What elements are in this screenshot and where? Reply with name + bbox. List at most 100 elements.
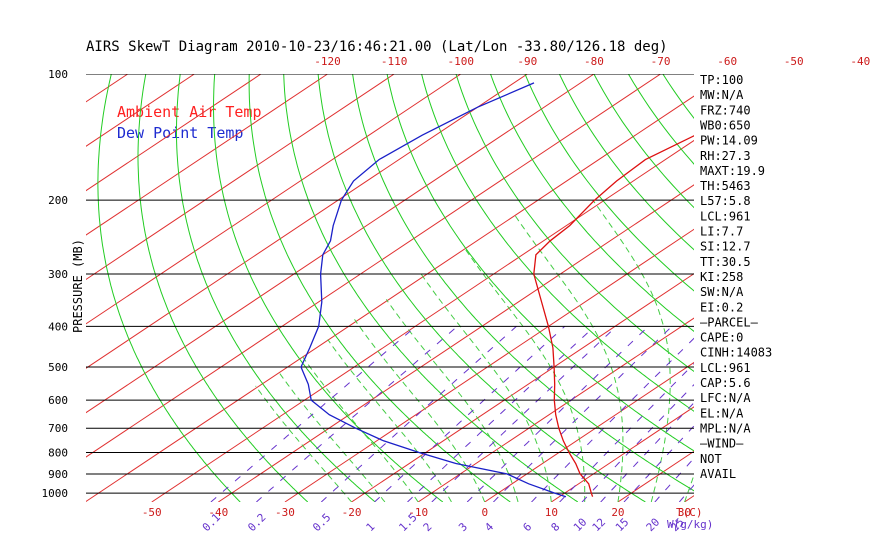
isotherm-line [551, 406, 694, 502]
mixing-ratio-tick-label: 1 [364, 520, 378, 534]
isotherm-line [218, 184, 694, 502]
isotherm-line [86, 74, 195, 147]
pressure-tick-label: 1000 [42, 487, 69, 500]
mixing-ratio-line [493, 325, 673, 502]
dew-point-temp-line [300, 82, 567, 498]
dry-adiabat-line [801, 74, 870, 502]
moist-adiabat-line [785, 200, 870, 502]
top-temp-tick-label: -120 [314, 55, 341, 68]
moist-adiabat-line [278, 372, 386, 502]
isotherm-line [86, 74, 262, 192]
isotherm-line [751, 74, 870, 502]
y-axis-label: PRESSURE (MB) [71, 239, 85, 333]
dry-adiabat-line [248, 74, 511, 502]
stability-index-item: L57:5.8 [700, 194, 751, 208]
dry-adiabat-line [137, 74, 309, 502]
mixing-ratio-line [256, 325, 458, 502]
moist-adiabat-line [385, 299, 519, 502]
bottom-temp-tick-label: 0 [481, 506, 488, 519]
top-temp-tick-label: -80 [584, 55, 604, 68]
dry-adiabat-line [455, 74, 694, 372]
bottom-unit-label: T(C) [676, 506, 703, 519]
stability-index-item: CAP:5.6 [700, 376, 751, 390]
dry-adiabat-line [352, 74, 694, 492]
top-temp-tick-label: -100 [448, 55, 475, 68]
stability-index-item: TH:5463 [700, 179, 751, 193]
pressure-tick-label: 100 [48, 68, 68, 81]
legend-ambient-air-temp: Ambient Air Temp [117, 103, 262, 121]
stability-index-item: CINH:14083 [700, 346, 772, 360]
legend-dew-point-temp: Dew Point Temp [117, 124, 243, 142]
mixing-ratio-tick-label: 4 [482, 520, 496, 534]
pressure-tick-label: 900 [48, 468, 68, 481]
stability-index-item: —WIND— [700, 437, 744, 451]
mixing-ratio-tick-label: 20 [644, 516, 663, 535]
mixing-ratio-line [407, 325, 596, 502]
stability-index-item: LCL:961 [700, 361, 751, 375]
data-layer [300, 82, 694, 498]
isotherm-line [86, 74, 462, 325]
isotherm-line [351, 273, 694, 502]
stability-index-item: EI:0.2 [700, 300, 743, 314]
stability-index-item: NOT [700, 452, 722, 466]
stability-index-item: MW:N/A [700, 88, 744, 102]
stability-index-item: EL:N/A [700, 406, 744, 420]
chart-title: AIRS SkewT Diagram 2010-10-23/16:46:21.0… [86, 39, 668, 55]
stability-index-item: LCL:961 [700, 209, 751, 223]
isotherm-line [86, 74, 328, 236]
bottom-temp-tick-label: 20 [611, 506, 624, 519]
dry-adiabat-line [835, 74, 870, 502]
stability-index-item: TP:100 [700, 73, 743, 87]
pressure-tick-label: 500 [48, 361, 68, 374]
stability-index-item: TT:30.5 [700, 255, 751, 269]
mixing-ratio-tick-label: 3 [456, 520, 470, 534]
top-temp-tick-label: -50 [784, 55, 804, 68]
dry-adiabat-line [524, 74, 694, 292]
dry-adiabat-line [421, 74, 694, 412]
isotherm-line [0, 74, 61, 502]
moist-adiabat-line [255, 385, 352, 502]
mixing-ratio-tick-label: 0.2 [245, 511, 268, 534]
dry-adiabat-line [490, 74, 694, 332]
stability-index-item: SI:12.7 [700, 240, 751, 254]
moist-adiabat-line [513, 213, 624, 502]
stability-index-item: PW:14.09 [700, 134, 758, 148]
stability-index-item: AVAIL [700, 467, 736, 481]
isotherm-line [86, 95, 694, 502]
isotherm-line [484, 361, 694, 502]
pressure-tick-label: 600 [48, 394, 68, 407]
bottom-temp-tick-label: 30 [678, 506, 691, 519]
isotherm-line [151, 139, 694, 502]
isotherm-line [86, 74, 129, 103]
pressure-tick-label: 300 [48, 268, 68, 281]
mixing-ratio-tick-label: 12 [590, 516, 609, 535]
mixing-ratio-line [431, 325, 617, 502]
dry-adiabat-line [212, 74, 444, 502]
dry-adiabat-line [386, 74, 694, 452]
isotherm-line [818, 74, 870, 502]
mixing-ratio-line [531, 337, 694, 502]
stability-index-item: SW:N/A [700, 285, 744, 299]
stability-index-item: RH:27.3 [700, 149, 751, 163]
isotherm-line [86, 74, 528, 369]
stability-index-item: MPL:N/A [700, 421, 751, 435]
mixing-ratio-label: W(g/kg) [667, 518, 713, 531]
dry-adiabat-line [283, 74, 579, 502]
dry-adiabat-line [558, 74, 694, 251]
mixing-ratio-tick-label: 8 [549, 520, 563, 534]
stability-index-item: KI:258 [700, 270, 743, 284]
mixing-ratio-tick-label: 10 [571, 516, 590, 535]
grid-layer [0, 74, 870, 502]
mixing-ratio-line [466, 325, 649, 502]
isotherm-line [86, 74, 661, 458]
bottom-temp-tick-label: -40 [208, 506, 228, 519]
stability-index-item: —PARCEL— [700, 315, 759, 329]
top-temp-tick-label: -40 [850, 55, 870, 68]
pressure-tick-label: 700 [48, 422, 68, 435]
stability-index-item: MAXT:19.9 [700, 164, 765, 178]
moist-adiabat-line [463, 247, 586, 502]
stability-index-item: LI:7.7 [700, 225, 743, 239]
stability-index-item: CAPE:0 [700, 331, 743, 345]
